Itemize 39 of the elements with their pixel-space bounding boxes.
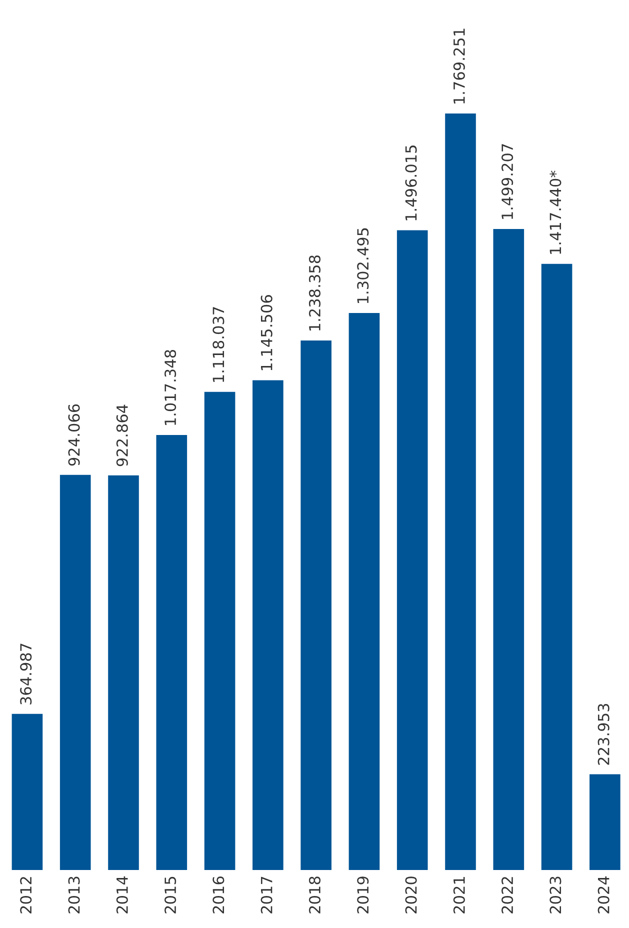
x-tick-label: 2018 <box>308 876 321 914</box>
bar <box>300 340 332 870</box>
data-label: 1.769.251 <box>453 28 465 104</box>
x-tick-label: 2016 <box>212 876 224 914</box>
data-label: 1.302.495 <box>357 228 369 304</box>
bar <box>541 264 572 870</box>
x-tick-label: 2022 <box>502 877 514 914</box>
data-label: 1.499.207 <box>502 144 514 219</box>
x-tick-label: 2014 <box>116 876 128 914</box>
bar <box>348 313 380 870</box>
data-label: 1.238.358 <box>308 255 321 330</box>
data-label: 924.066 <box>68 404 80 466</box>
bar <box>156 434 188 870</box>
data-label: 364.987 <box>20 644 32 704</box>
data-label: 1.496.015 <box>405 146 417 220</box>
data-label: 223.953 <box>598 704 610 765</box>
bar <box>60 474 91 870</box>
bar <box>493 228 524 870</box>
bar <box>12 714 43 870</box>
x-tick-label: 2019 <box>357 876 369 914</box>
data-label: 1.017.348 <box>164 350 176 425</box>
x-tick-label: 2021 <box>453 876 465 914</box>
bar <box>252 380 284 870</box>
bar <box>590 774 620 870</box>
x-tick-label: 2013 <box>68 876 80 914</box>
data-label: 922.864 <box>116 404 128 466</box>
x-tick-label: 2024 <box>598 876 610 914</box>
bar <box>396 230 428 870</box>
x-tick-label: 2017 <box>260 876 272 914</box>
x-tick-label: 2020 <box>405 876 417 914</box>
x-tick-label: 2015 <box>164 876 176 914</box>
x-tick-label: 2012 <box>20 877 32 914</box>
data-label: 1.118.037 <box>212 307 224 382</box>
bar <box>204 392 236 870</box>
bar <box>108 475 139 870</box>
data-label: 1.145.506 <box>260 295 272 370</box>
data-label: 1.417.440* <box>550 170 562 254</box>
bar <box>445 113 476 870</box>
x-tick-label: 2023 <box>550 876 562 914</box>
